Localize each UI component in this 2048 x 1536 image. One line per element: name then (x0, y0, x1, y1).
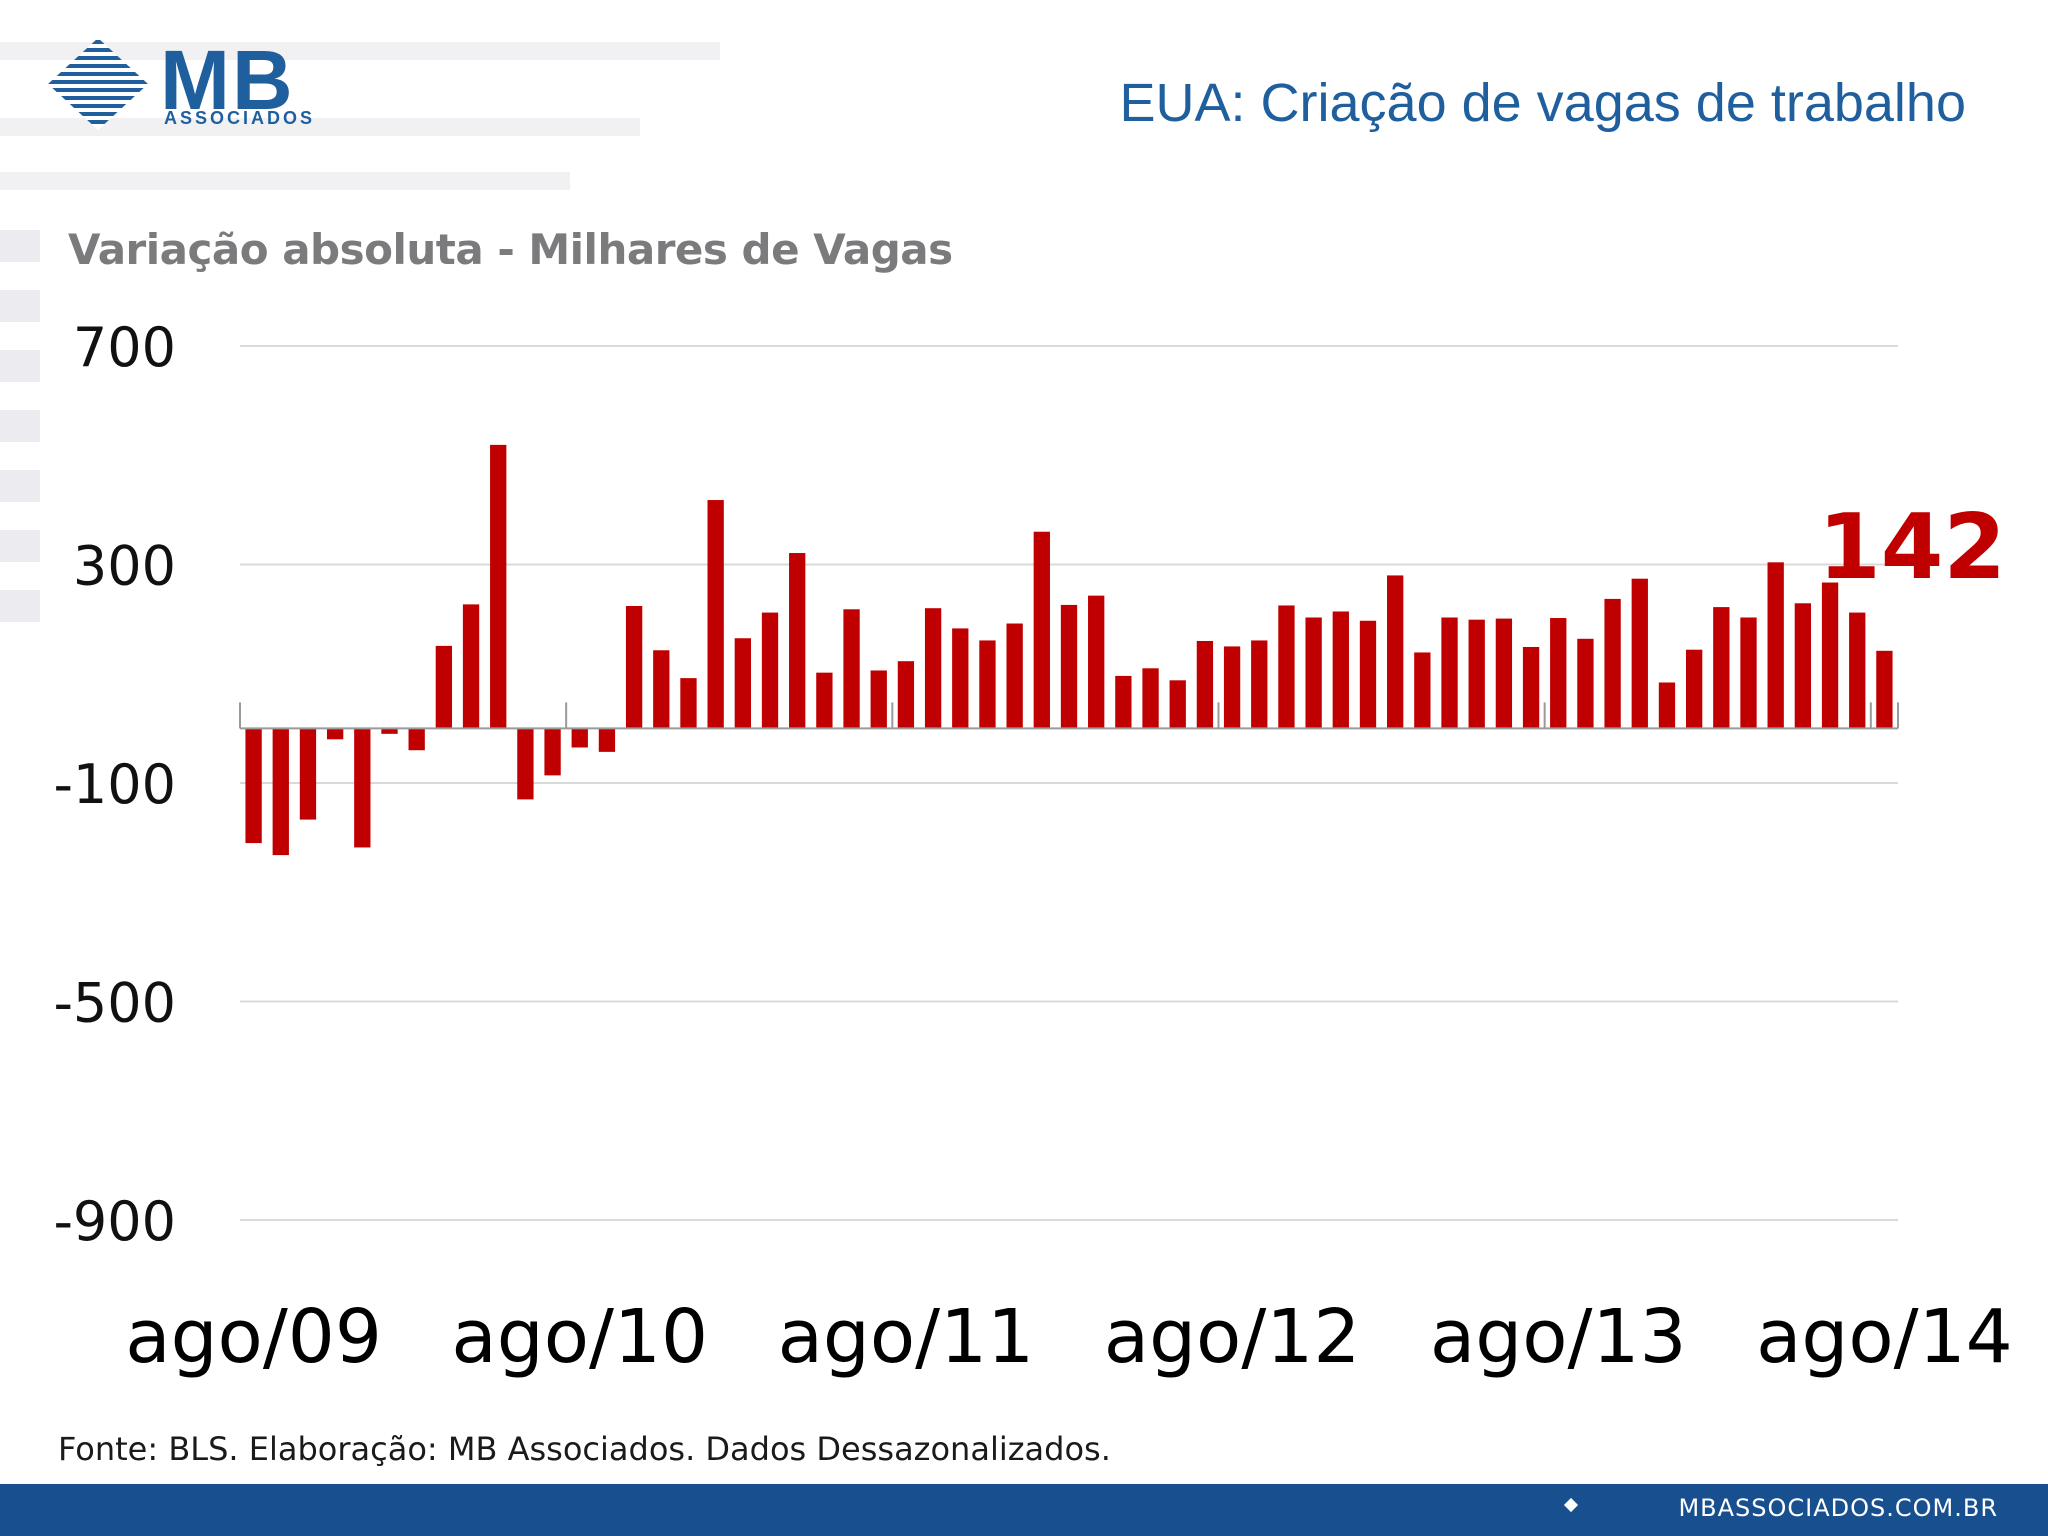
footer-url: MBASSOCIADOS.COM.BR (1678, 1494, 1998, 1522)
bar (952, 628, 969, 729)
bg-block (0, 590, 40, 622)
bar (462, 604, 480, 729)
bar (272, 728, 289, 856)
bar (707, 500, 724, 729)
bar (598, 728, 616, 752)
bar (1142, 668, 1159, 729)
bar (490, 444, 507, 729)
bar (1169, 680, 1186, 729)
bg-block (0, 410, 40, 442)
bar (1849, 612, 1866, 729)
bar (571, 728, 588, 748)
bar (299, 728, 317, 820)
bar (734, 638, 751, 729)
bar (1767, 562, 1784, 729)
bar (1550, 618, 1567, 729)
y-tick-label: 700 (73, 316, 176, 379)
bg-stripe (0, 172, 570, 190)
bar (1685, 649, 1703, 729)
bar (1876, 650, 1893, 729)
bar (843, 609, 860, 729)
bar (1713, 607, 1730, 729)
bar (789, 553, 806, 729)
bar (979, 640, 996, 729)
bar (381, 728, 398, 734)
bar (1414, 652, 1431, 729)
bar (1060, 604, 1078, 729)
bg-block (0, 470, 40, 502)
bar (1631, 578, 1648, 729)
bar (1196, 640, 1214, 729)
bar (408, 728, 425, 751)
company-logo: MB ASSOCIADOS (48, 33, 348, 138)
bar (354, 728, 371, 848)
bg-block (0, 230, 40, 262)
bar (1577, 638, 1594, 729)
bar (1794, 603, 1812, 729)
x-tick-label: ago/12 (1104, 1294, 1361, 1380)
bar (816, 672, 833, 729)
x-tick-label: ago/13 (1430, 1294, 1687, 1380)
x-tick-label: ago/14 (1756, 1294, 2013, 1380)
bar (245, 728, 262, 844)
logo-diamond-icon (48, 38, 148, 130)
bar (1251, 640, 1268, 729)
bar (544, 728, 561, 776)
bg-stripe (0, 118, 640, 136)
bar (924, 608, 942, 729)
bar (1332, 611, 1349, 729)
y-tick-label: -500 (53, 972, 176, 1035)
bar (761, 612, 779, 729)
bar (435, 645, 453, 729)
bar (1441, 617, 1458, 729)
bg-stripe (0, 42, 720, 60)
y-tick-label: -100 (53, 753, 176, 816)
bar (1821, 582, 1839, 729)
page-title: EUA: Criação de vagas de trabalho (1119, 73, 1967, 133)
logo-sub-text: ASSOCIADOS (164, 108, 316, 128)
bar (653, 650, 670, 729)
footer-bar: MBASSOCIADOS.COM.BR (0, 1484, 2048, 1536)
bar-chart: 700 300 -100 -500 -900 ago/09 ago/10 ago/11 ago/… (53, 316, 2013, 1380)
bar (1305, 617, 1322, 729)
bar (1387, 575, 1404, 729)
bar (1033, 531, 1050, 729)
bar (1278, 605, 1295, 729)
x-tick-label: ago/09 (125, 1294, 382, 1380)
bar (1604, 598, 1621, 729)
bg-block (0, 530, 40, 562)
bar (1088, 595, 1105, 729)
bar (517, 728, 534, 800)
x-tick-label: ago/11 (778, 1294, 1035, 1380)
bar (1006, 623, 1023, 729)
bar (1359, 620, 1377, 729)
bar (1468, 619, 1485, 729)
y-tick-label: -900 (53, 1190, 176, 1253)
bg-block (0, 350, 40, 382)
bg-block (0, 290, 40, 322)
y-tick-label: 300 (73, 535, 176, 598)
bar (1522, 646, 1540, 729)
bar (1115, 675, 1132, 729)
bar (1223, 646, 1241, 729)
bar (625, 606, 643, 729)
x-tick-label: ago/10 (451, 1294, 708, 1380)
logo-brand-text: MB (160, 33, 295, 127)
bar (1740, 617, 1757, 729)
bar (897, 661, 915, 729)
chart-title: Variação absoluta - Milhares de Vagas (68, 225, 953, 274)
bar (680, 678, 697, 729)
last-value-label: 142 (1818, 495, 2006, 600)
bar (1495, 618, 1513, 729)
bar (870, 670, 887, 729)
source-note: Fonte: BLS. Elaboração: MB Associados. D… (58, 1430, 1111, 1468)
bar (1658, 682, 1676, 729)
bar (326, 728, 344, 740)
footer-diamond-icon (1563, 1497, 1579, 1513)
